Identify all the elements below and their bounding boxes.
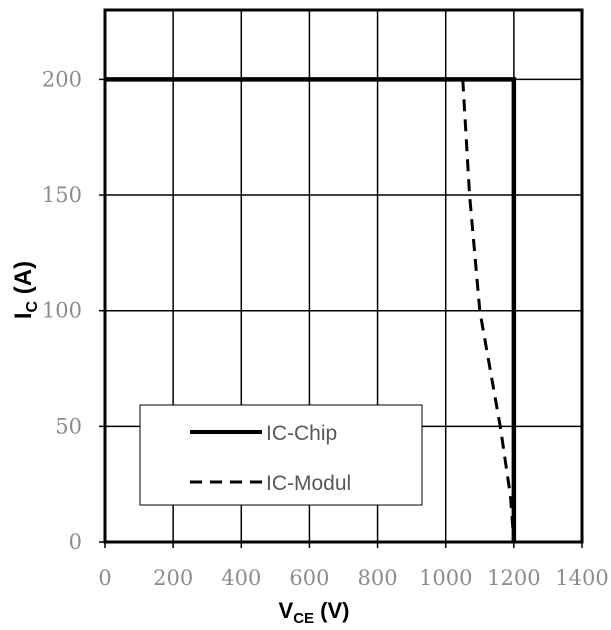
x-tick-label-600: 600 (289, 566, 329, 590)
y-tick-label-200: 200 (42, 67, 82, 91)
y-tick-label-100: 100 (42, 299, 82, 323)
series-group (105, 77, 517, 543)
tick-labels: 0 200 400 600 800 1000 1200 1400 0 50 100 150 200 (42, 67, 609, 590)
x-axis-title: VCE (V) (279, 598, 350, 627)
legend-box (139, 404, 423, 506)
legend-label-modul: IC-Modul (266, 472, 351, 495)
y-tick-label-50: 50 (55, 414, 82, 438)
x-tick-label-0: 0 (98, 566, 111, 590)
x-tick-label-1400: 1400 (555, 566, 608, 590)
y-axis-title: IC (A) (10, 261, 41, 319)
x-tick-label-1000: 1000 (419, 566, 472, 590)
x-tick-label-200: 200 (153, 566, 193, 590)
y-tick-label-0: 0 (69, 530, 82, 554)
series-line-ic-modul (461, 79, 516, 543)
legend-label-chip: IC-Chip (266, 422, 337, 445)
x-tick-label-400: 400 (221, 566, 261, 590)
legend: IC-Chip IC-Modul (139, 404, 423, 506)
plot-frame (103, 8, 584, 544)
x-tick-label-1200: 1200 (487, 566, 540, 590)
y-tick-label-150: 150 (42, 183, 82, 207)
series-line-ic-chip (105, 77, 517, 542)
x-tick-label-800: 800 (358, 566, 398, 590)
